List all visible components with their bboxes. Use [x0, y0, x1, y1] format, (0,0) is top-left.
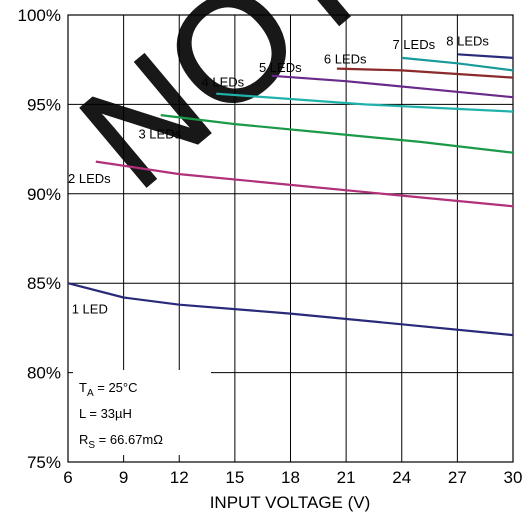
temperature-subscript: A	[87, 388, 94, 399]
y-tick-label: 100%	[18, 6, 61, 25]
series-line-2	[95, 160, 514, 208]
series-label-8: 8 LEDs	[446, 33, 489, 48]
resistance-symbol: R	[79, 432, 88, 447]
series-label-5: 5 LEDs	[259, 60, 302, 75]
temperature-value: = 25°C	[94, 380, 138, 395]
y-tick-label: 90%	[27, 185, 61, 204]
series-label-3: 3 LEDs	[138, 126, 181, 141]
x-tick-label: 6	[63, 468, 72, 487]
x-tick-label: 18	[281, 468, 300, 487]
series-label-4: 4 LEDs	[202, 75, 245, 90]
x-tick-label: 21	[337, 468, 356, 487]
y-tick-label: 75%	[27, 453, 61, 472]
series-line-5	[271, 74, 514, 99]
x-tick-label: 15	[225, 468, 244, 487]
inductance-condition: L = 33µH	[79, 406, 132, 421]
resistance-value: = 66.67mΩ	[95, 432, 163, 447]
series-line-7	[401, 56, 514, 72]
series-line-1	[67, 282, 514, 337]
series-labels: 1 LED 2 LEDs 3 LEDs 4 LEDs 5 LEDs 6 LEDs 7 LED…	[68, 33, 489, 316]
y-tick-label: 95%	[27, 95, 61, 114]
series-line-4	[216, 92, 514, 113]
resistance-condition: RS = 66.67mΩ	[79, 432, 163, 451]
temperature-symbol: T	[79, 380, 87, 395]
x-tick-label: 27	[448, 468, 467, 487]
resistance-subscript: S	[88, 440, 95, 451]
x-tick-labels: 6 9 12 15 18 21 24 27 30	[63, 468, 522, 487]
y-tick-label: 85%	[27, 274, 61, 293]
x-tick-label: 24	[392, 468, 411, 487]
y-tick-labels: 75% 80% 85% 90% 95% 100%	[18, 6, 61, 472]
y-tick-label: 80%	[27, 364, 61, 383]
x-axis-title: INPUT VOLTAGE (V)	[210, 493, 371, 512]
series-lines	[67, 53, 514, 337]
series-label-2: 2 LEDs	[68, 171, 111, 186]
conditions-box: TA = 25°C L = 33µH RS = 66.67mΩ	[73, 370, 211, 455]
x-tick-label: 30	[504, 468, 523, 487]
series-line-8	[457, 53, 514, 59]
series-label-1: 1 LED	[72, 302, 108, 317]
series-line-3	[160, 114, 514, 154]
series-label-6: 6 LEDs	[324, 51, 367, 66]
series-label-7: 7 LEDs	[392, 37, 435, 52]
plot-frame	[67, 14, 514, 463]
temperature-condition: TA = 25°C	[79, 380, 138, 399]
x-tick-label: 12	[170, 468, 189, 487]
series-line-6	[336, 67, 514, 79]
conditions-background	[73, 370, 211, 455]
x-tick-label: 9	[119, 468, 128, 487]
